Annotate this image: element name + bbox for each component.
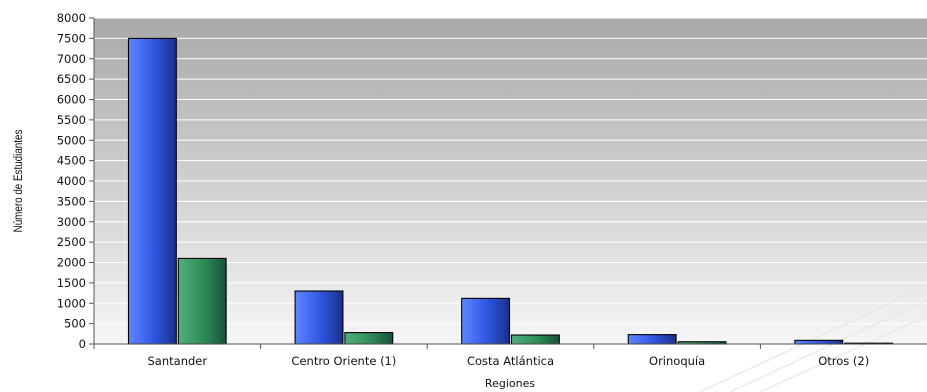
y-tick-label: 7000 <box>57 52 86 66</box>
bar-series-2 <box>344 332 394 345</box>
x-tick-label: Centro Oriente (1) <box>291 354 396 368</box>
y-tick-label: 3500 <box>57 194 86 208</box>
y-axis-title: Número de Estudiantes <box>12 129 25 232</box>
y-tick-label: 7500 <box>57 31 86 45</box>
x-tick-label: Otros (2) <box>818 354 869 368</box>
y-tick-label: 6000 <box>57 93 86 107</box>
bar-series-1 <box>294 290 344 345</box>
bar-series-1 <box>794 339 844 345</box>
y-tick-label: 5500 <box>57 113 86 127</box>
bar-series-1 <box>127 37 177 345</box>
decorative-swoosh <box>699 285 927 392</box>
y-tick-label: 500 <box>64 317 86 331</box>
x-tick-label: Costa Atlántica <box>467 354 554 368</box>
y-tick-label: 1000 <box>57 296 86 310</box>
y-tick-label: 2500 <box>57 235 86 249</box>
y-tick-label: 8000 <box>57 11 86 25</box>
y-tick-label: 6500 <box>57 72 86 86</box>
bar-series-2 <box>177 257 227 345</box>
x-tick-label: Santander <box>148 354 208 368</box>
y-tick-label: 4500 <box>57 154 86 168</box>
y-tick-label: 5000 <box>57 133 86 147</box>
y-tick-label: 2000 <box>57 256 86 270</box>
axes: 0 500 1000 1500 2000 2500 3000 3500 4000 4500 5000… <box>57 11 927 368</box>
y-tick-label: 0 <box>79 337 86 351</box>
bars <box>127 37 894 345</box>
bar-series-1 <box>461 297 511 345</box>
y-tick-label: 4000 <box>57 174 86 188</box>
x-axis-title: Regiones <box>485 377 535 390</box>
y-tick-label: 3000 <box>57 215 86 229</box>
gridlines <box>94 17 927 325</box>
x-tick-label: Orinoquía <box>649 354 705 368</box>
bar-series-2 <box>510 334 560 345</box>
bar-series-1 <box>627 334 677 345</box>
y-tick-label: 1500 <box>57 276 86 290</box>
